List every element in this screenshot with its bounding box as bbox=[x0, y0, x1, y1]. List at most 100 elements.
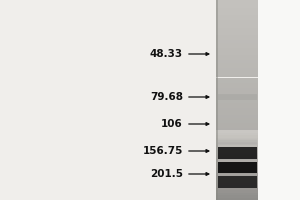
Bar bbox=[216, 175, 258, 178]
Bar bbox=[216, 102, 258, 105]
Bar bbox=[216, 88, 258, 90]
Bar bbox=[218, 140, 256, 144]
Bar bbox=[218, 162, 256, 173]
Bar bbox=[216, 43, 258, 45]
Bar bbox=[216, 0, 258, 2]
Bar bbox=[218, 155, 256, 159]
Bar bbox=[216, 165, 258, 168]
Bar bbox=[218, 154, 256, 157]
Bar bbox=[216, 108, 258, 110]
Bar bbox=[216, 132, 258, 135]
Bar bbox=[216, 100, 258, 102]
Bar bbox=[216, 110, 258, 112]
Bar bbox=[218, 168, 256, 171]
Bar bbox=[218, 169, 256, 173]
Bar bbox=[216, 85, 258, 88]
Bar bbox=[216, 0, 218, 200]
Bar bbox=[216, 105, 258, 108]
Bar bbox=[216, 142, 258, 145]
Bar bbox=[216, 150, 258, 152]
Bar bbox=[216, 138, 258, 140]
Bar bbox=[216, 20, 258, 22]
Bar bbox=[216, 172, 258, 175]
Bar bbox=[216, 62, 258, 65]
Bar bbox=[216, 155, 258, 158]
Bar bbox=[216, 58, 258, 60]
Bar bbox=[216, 35, 258, 38]
Bar bbox=[216, 180, 258, 182]
Bar bbox=[216, 140, 258, 142]
Text: 156.75: 156.75 bbox=[142, 146, 183, 156]
Bar bbox=[216, 15, 258, 18]
Bar bbox=[216, 120, 258, 122]
Bar bbox=[216, 125, 258, 128]
Bar bbox=[216, 158, 258, 160]
Bar bbox=[216, 10, 258, 12]
Bar bbox=[216, 198, 258, 200]
Bar bbox=[216, 98, 258, 100]
Bar bbox=[216, 12, 258, 15]
Bar bbox=[216, 18, 258, 20]
Bar bbox=[216, 65, 258, 68]
Text: 48.33: 48.33 bbox=[150, 49, 183, 59]
Bar bbox=[216, 148, 258, 150]
Text: 106: 106 bbox=[161, 119, 183, 129]
Bar bbox=[216, 7, 258, 10]
Bar bbox=[216, 80, 258, 82]
Bar bbox=[216, 117, 258, 120]
Bar bbox=[218, 157, 256, 160]
Bar bbox=[216, 38, 258, 40]
Bar bbox=[216, 60, 258, 62]
Bar bbox=[216, 92, 258, 95]
Bar bbox=[216, 40, 258, 43]
Bar bbox=[216, 195, 258, 198]
Bar bbox=[216, 27, 258, 30]
Bar bbox=[216, 95, 258, 98]
Bar bbox=[216, 5, 258, 7]
Bar bbox=[216, 73, 258, 75]
Bar bbox=[216, 112, 258, 115]
Bar bbox=[216, 182, 258, 185]
Bar bbox=[216, 115, 258, 117]
Bar bbox=[216, 78, 258, 80]
Bar bbox=[216, 25, 258, 27]
Bar bbox=[216, 160, 258, 162]
Bar bbox=[216, 152, 258, 155]
Bar bbox=[218, 142, 256, 145]
Bar bbox=[216, 50, 258, 52]
Bar bbox=[216, 83, 258, 85]
Bar bbox=[216, 190, 258, 192]
Bar bbox=[218, 176, 256, 188]
Bar bbox=[216, 192, 258, 195]
Bar bbox=[216, 52, 258, 55]
Bar bbox=[216, 55, 258, 58]
Bar bbox=[216, 122, 258, 125]
Bar bbox=[216, 145, 258, 148]
Text: 79.68: 79.68 bbox=[150, 92, 183, 102]
Bar bbox=[216, 2, 258, 5]
Bar bbox=[216, 130, 258, 132]
Bar bbox=[216, 22, 258, 25]
Bar bbox=[218, 139, 256, 142]
Bar bbox=[216, 162, 258, 165]
Bar bbox=[218, 147, 256, 159]
Bar bbox=[216, 47, 258, 50]
Bar bbox=[216, 178, 258, 180]
Bar bbox=[216, 135, 258, 138]
Bar bbox=[216, 68, 258, 70]
Bar bbox=[216, 32, 258, 35]
Text: 201.5: 201.5 bbox=[150, 169, 183, 179]
Bar bbox=[216, 70, 258, 73]
Bar bbox=[216, 128, 258, 130]
Bar bbox=[258, 0, 300, 200]
Bar bbox=[216, 168, 258, 170]
Bar bbox=[216, 90, 258, 92]
Bar bbox=[216, 45, 258, 47]
Bar bbox=[216, 185, 258, 188]
Bar bbox=[218, 171, 256, 174]
Bar bbox=[216, 75, 258, 77]
Bar bbox=[216, 188, 258, 190]
Bar bbox=[216, 30, 258, 32]
Bar bbox=[218, 94, 256, 100]
Bar bbox=[216, 170, 258, 172]
